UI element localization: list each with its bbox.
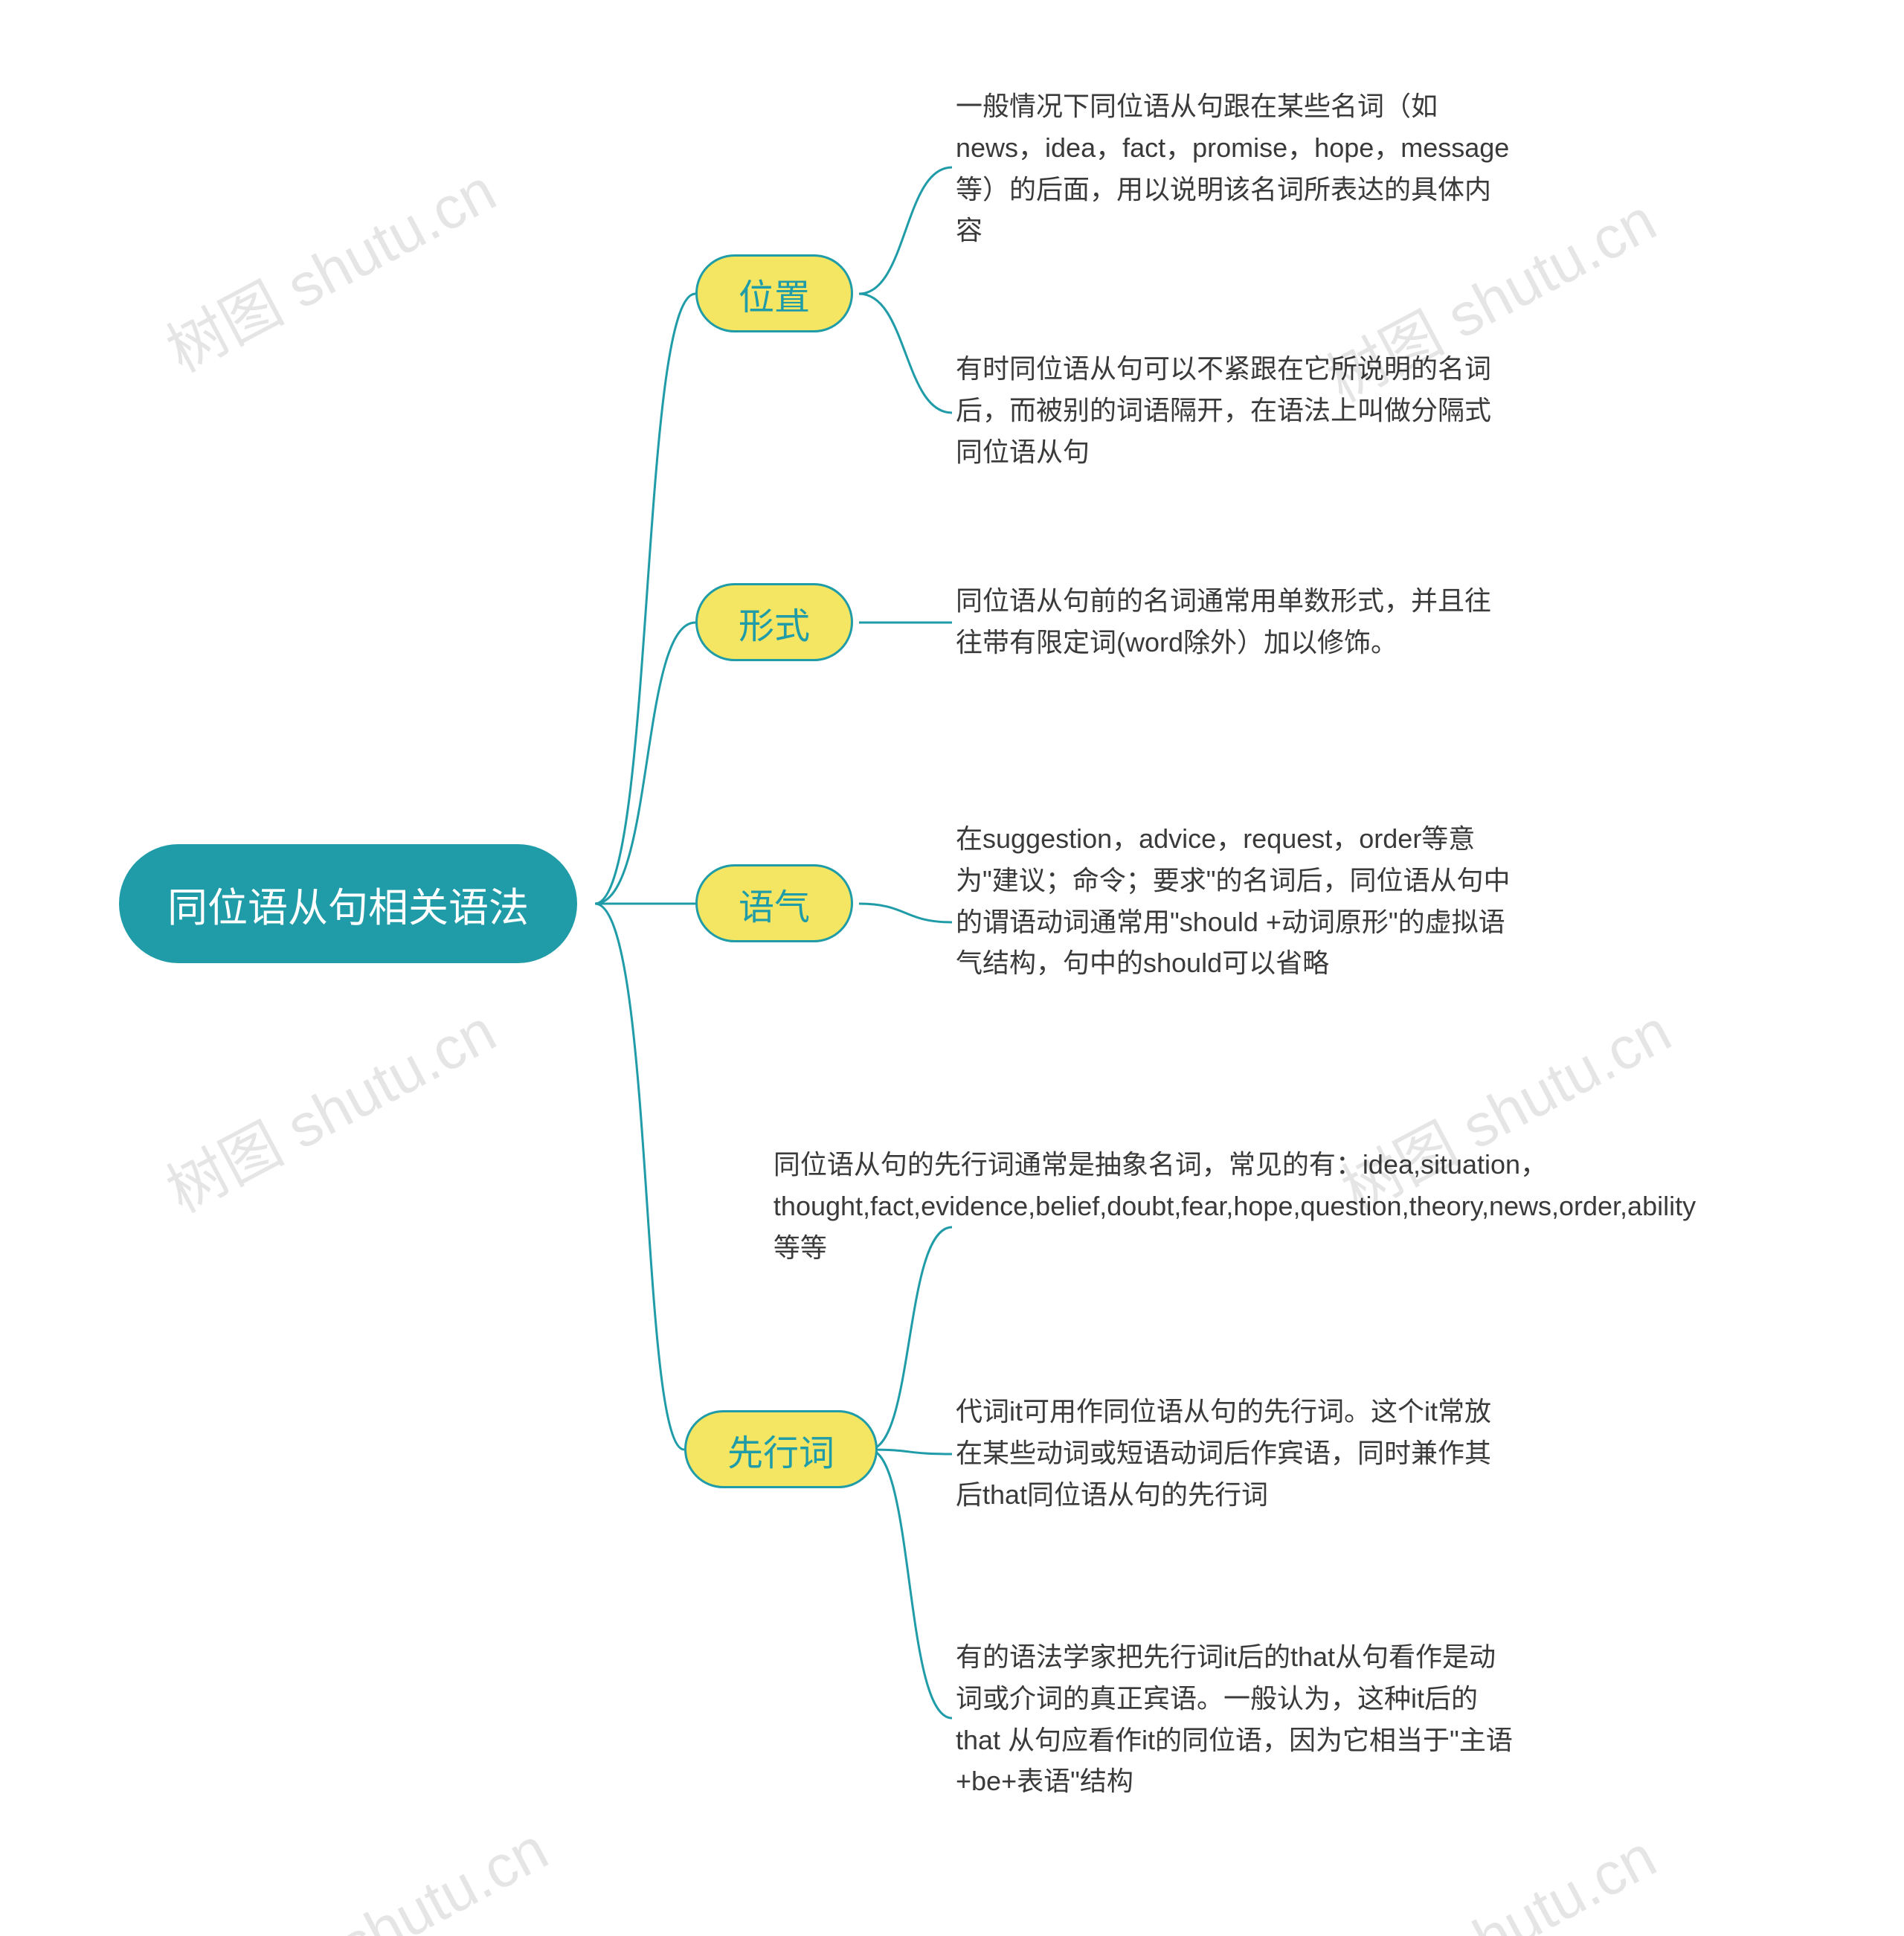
edge-root-b3 — [595, 904, 684, 1450]
edge-root-b0 — [595, 294, 695, 904]
leaf-position-1: 一般情况下同位语从句跟在某些名词（如news，idea，fact，promise… — [956, 86, 1514, 251]
branch-antecedent: 先行词 — [684, 1410, 878, 1488]
edge-root-b1 — [595, 623, 695, 904]
leaf-text: 代词it可用作同位语从句的先行词。这个it常放在某些动词或短语动词后作宾语，同时… — [956, 1391, 1514, 1515]
branch-label: 语气 — [739, 878, 810, 930]
branch-mood: 语气 — [695, 864, 853, 942]
leaf-text: 同位语从句前的名词通常用单数形式，并且往往带有限定词(word除外）加以修饰。 — [956, 580, 1514, 663]
edge-b2-l3 — [859, 904, 952, 922]
branch-form: 形式 — [695, 583, 853, 661]
watermark: 树图 shutu.cn — [1310, 1810, 1668, 1936]
leaf-text: 在suggestion，advice，request，order等意为"建议；命… — [956, 818, 1514, 984]
edge-b3-l5 — [869, 1450, 952, 1454]
root-node: 同位语从句相关语法 — [119, 844, 577, 963]
leaf-text: 一般情况下同位语从句跟在某些名词（如news，idea，fact，promise… — [956, 86, 1514, 251]
watermark: 树图 shutu.cn — [149, 144, 508, 389]
leaf-position-2: 有时同位语从句可以不紧跟在它所说明的名词后，而被别的词语隔开，在语法上叫做分隔式… — [956, 348, 1514, 472]
mindmap-canvas: 同位语从句相关语法 位置 形式 语气 先行词 一般情况下同位语从句跟在某些名词（… — [0, 0, 1904, 1936]
root-label: 同位语从句相关语法 — [167, 875, 529, 933]
leaf-mood-1: 在suggestion，advice，request，order等意为"建议；命… — [956, 818, 1514, 984]
leaf-text: 同位语从句的先行词通常是抽象名词，常见的有：idea,situation，tho… — [774, 1144, 1696, 1268]
leaf-text: 有时同位语从句可以不紧跟在它所说明的名词后，而被别的词语隔开，在语法上叫做分隔式… — [956, 348, 1514, 472]
branch-label: 形式 — [739, 596, 810, 649]
edge-b3-l6 — [869, 1450, 952, 1718]
connector-layer — [0, 0, 1904, 1936]
watermark: 树图 shutu.cn — [202, 1802, 560, 1936]
edge-b0-l0 — [859, 167, 952, 294]
leaf-antecedent-3: 有的语法学家把先行词it后的that从句看作是动词或介词的真正宾语。一般认为，这… — [956, 1636, 1514, 1802]
watermark: 树图 shutu.cn — [149, 984, 508, 1229]
leaf-antecedent-2: 代词it可用作同位语从句的先行词。这个it常放在某些动词或短语动词后作宾语，同时… — [956, 1391, 1514, 1515]
branch-label: 先行词 — [727, 1424, 834, 1476]
branch-position: 位置 — [695, 254, 853, 332]
edge-b0-l1 — [859, 294, 952, 413]
leaf-form-1: 同位语从句前的名词通常用单数形式，并且往往带有限定词(word除外）加以修饰。 — [956, 580, 1514, 663]
branch-label: 位置 — [739, 268, 810, 320]
leaf-text: 有的语法学家把先行词it后的that从句看作是动词或介词的真正宾语。一般认为，这… — [956, 1636, 1514, 1802]
leaf-antecedent-1: 同位语从句的先行词通常是抽象名词，常见的有：idea,situation，tho… — [956, 1144, 1514, 1268]
